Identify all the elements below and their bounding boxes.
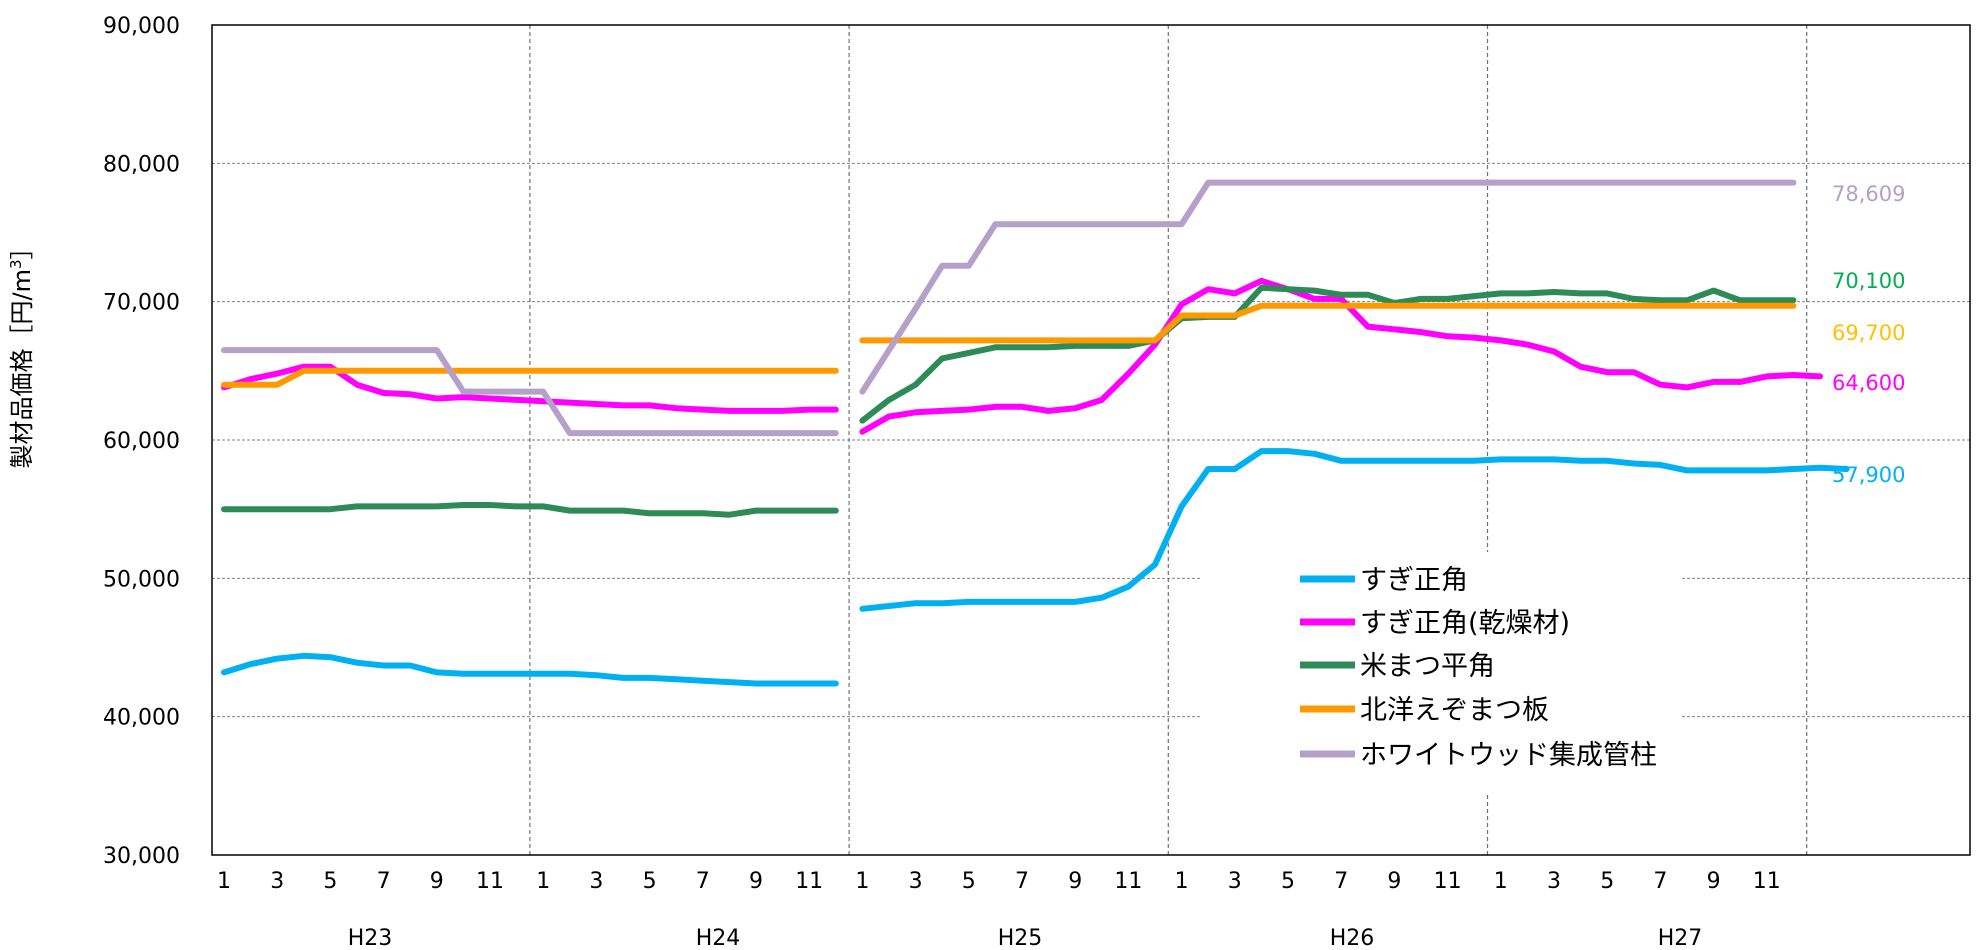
- legend-label-ezomatsu: 北洋えぞまつ板: [1360, 695, 1549, 726]
- x-tick-label: 1: [1494, 869, 1508, 894]
- x-tick-label: 11: [1753, 869, 1781, 894]
- x-tick-label: 9: [1387, 869, 1401, 894]
- series-line-beimatsu: [859, 284, 1797, 424]
- x-tick-label: 1: [1175, 869, 1189, 894]
- series-line-ezomatsu: [221, 367, 839, 388]
- y-axis-title-close: ］: [8, 235, 36, 259]
- legend-label-beimatsu: 米まつ平角: [1360, 651, 1495, 682]
- x-tick-label: 1: [217, 869, 231, 894]
- year-label: H27: [1658, 926, 1703, 950]
- x-tick-label: 11: [1434, 869, 1462, 894]
- x-tick-label: 1: [536, 869, 550, 894]
- series-line-ezomatsu: [859, 302, 1797, 344]
- series-line-sugi-dry: [221, 363, 839, 414]
- y-tick-label: 60,000: [103, 429, 180, 454]
- series-line-sugi-dry: [859, 277, 1823, 435]
- y-tick-label: 70,000: [103, 291, 180, 316]
- series-line-white-wood: [221, 347, 839, 437]
- legend: すぎ正角 すぎ正角(乾燥材) 米まつ平角 北洋えぞまつ板 ホワイトウッド集成管柱: [1200, 552, 1680, 792]
- x-tick-label: 5: [1600, 869, 1614, 894]
- end-label-sugi-dry: 64,600: [1832, 371, 1905, 395]
- plot-frame: [211, 24, 1971, 856]
- y-tick-label: 90,000: [103, 14, 180, 39]
- y-axis-title-text: 製材品価格［円/m: [8, 269, 36, 468]
- x-tick-label: 3: [589, 869, 603, 894]
- x-tick-label: 9: [430, 869, 444, 894]
- end-label-beimatsu: 70,100: [1832, 269, 1905, 293]
- x-tick-label: 3: [1228, 869, 1242, 894]
- legend-background: [1200, 552, 1680, 792]
- y-tick-label: 50,000: [103, 567, 180, 592]
- labels-layer: 78,609 70,100 69,700 64,600 57,900: [1832, 182, 1905, 487]
- year-label: H24: [696, 926, 741, 950]
- x-tick-label: 9: [1068, 869, 1082, 894]
- x-tick-label: 3: [909, 869, 923, 894]
- end-label-ezomatsu: 69,700: [1832, 321, 1905, 345]
- year-label: H23: [348, 926, 393, 950]
- year-label: H25: [998, 926, 1043, 950]
- y-axis-title: 製材品価格［円/m3］: [7, 235, 36, 468]
- x-tick-label: 11: [476, 869, 504, 894]
- series-line-sugi: [221, 652, 839, 687]
- y-tick-label: 30,000: [103, 844, 180, 869]
- x-tick-label: 9: [749, 869, 763, 894]
- axes-layer: 30,000 40,000 50,000 60,000 70,000 80,000 90,0…: [103, 14, 1971, 950]
- x-tick-label: 7: [1015, 869, 1029, 894]
- legend-label-white-wood: ホワイトウッド集成管柱: [1360, 740, 1657, 771]
- x-tick-label: 11: [795, 869, 823, 894]
- year-label: H26: [1330, 926, 1375, 950]
- series-layer: [221, 179, 1850, 687]
- y-tick-label: 80,000: [103, 152, 180, 177]
- y-axis-title-sup: 3: [7, 259, 25, 269]
- end-label-white-wood: 78,609: [1832, 182, 1905, 206]
- x-tick-label: 5: [962, 869, 976, 894]
- x-tick-label: 7: [696, 869, 710, 894]
- legend-label-sugi-dry: すぎ正角(乾燥材): [1360, 608, 1570, 639]
- x-tick-label: 11: [1114, 869, 1142, 894]
- x-tick-label: 3: [1547, 869, 1561, 894]
- x-tick-label: 5: [1281, 869, 1295, 894]
- x-tick-label: 1: [855, 869, 869, 894]
- x-tick-label: 7: [1334, 869, 1348, 894]
- svg-text:製材品価格［円/m3］: 製材品価格［円/m3］: [7, 235, 36, 468]
- series-line-white-wood: [859, 179, 1797, 395]
- x-tick-label: 7: [1653, 869, 1667, 894]
- x-tick-label: 9: [1707, 869, 1721, 894]
- legend-label-sugi: すぎ正角: [1360, 565, 1468, 596]
- x-tick-label: 3: [270, 869, 284, 894]
- series-line-beimatsu: [221, 502, 839, 518]
- series-line-sugi: [859, 448, 1850, 612]
- x-tick-label: 7: [377, 869, 391, 894]
- end-label-sugi: 57,900: [1832, 463, 1905, 487]
- y-tick-label: 40,000: [103, 706, 180, 731]
- x-tick-label: 5: [643, 869, 657, 894]
- grid-layer: [212, 24, 1970, 856]
- x-tick-label: 5: [323, 869, 337, 894]
